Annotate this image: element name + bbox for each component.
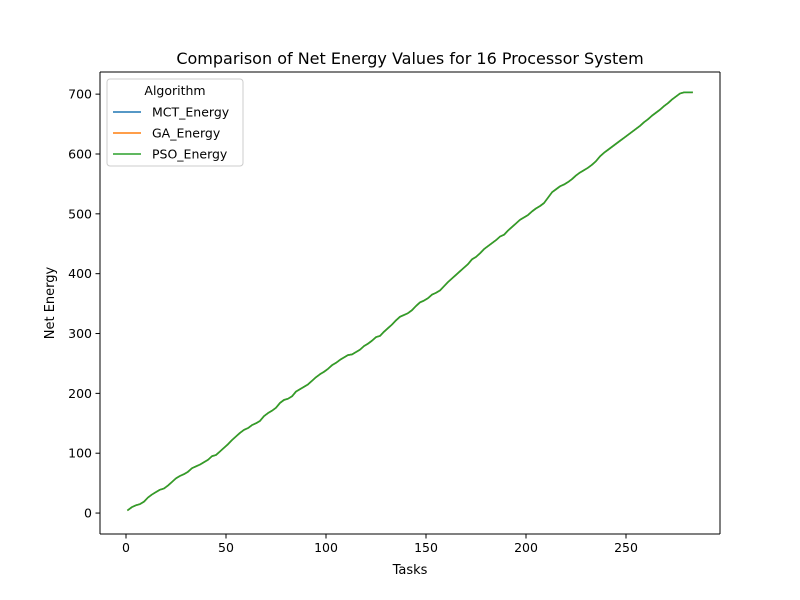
y-axis-label: Net Energy xyxy=(43,266,58,339)
y-tick-label: 500 xyxy=(68,206,92,221)
x-tick-label: 50 xyxy=(218,540,234,555)
legend-title: Algorithm xyxy=(144,83,205,98)
y-tick-label: 200 xyxy=(68,386,92,401)
y-tick-label: 700 xyxy=(68,87,92,102)
legend-items: MCT_Energy GA_Energy PSO_Energy xyxy=(113,105,230,162)
y-tick-label: 0 xyxy=(84,506,92,521)
y-tick-label: 300 xyxy=(68,326,92,341)
chart-title: Comparison of Net Energy Values for 16 P… xyxy=(176,49,643,68)
x-tick-label: 250 xyxy=(614,540,638,555)
y-tick-label: 100 xyxy=(68,446,92,461)
y-tick-label: 600 xyxy=(68,146,92,161)
legend-label-mct-energy: MCT_Energy xyxy=(152,105,230,120)
legend-label-pso-energy: PSO_Energy xyxy=(152,147,228,162)
x-tick-label: 200 xyxy=(514,540,538,555)
legend-label-ga-energy: GA_Energy xyxy=(152,126,221,141)
x-axis-label: Tasks xyxy=(392,563,428,578)
x-tick-label: 0 xyxy=(122,540,130,555)
series-line-pso-energy xyxy=(126,91,693,512)
x-tick-label: 150 xyxy=(414,540,438,555)
x-axis: 0 50 100 150 200 250 xyxy=(122,534,638,555)
y-axis: 0 100 200 300 400 500 600 700 xyxy=(68,87,100,521)
axes-frame xyxy=(99,71,721,535)
legend-box xyxy=(106,78,244,167)
series-layer xyxy=(126,91,693,512)
legend: Algorithm MCT_Energy GA_Energy PSO_Energy xyxy=(106,78,244,167)
x-tick-label: 100 xyxy=(314,540,338,555)
y-tick-label: 400 xyxy=(68,266,92,281)
